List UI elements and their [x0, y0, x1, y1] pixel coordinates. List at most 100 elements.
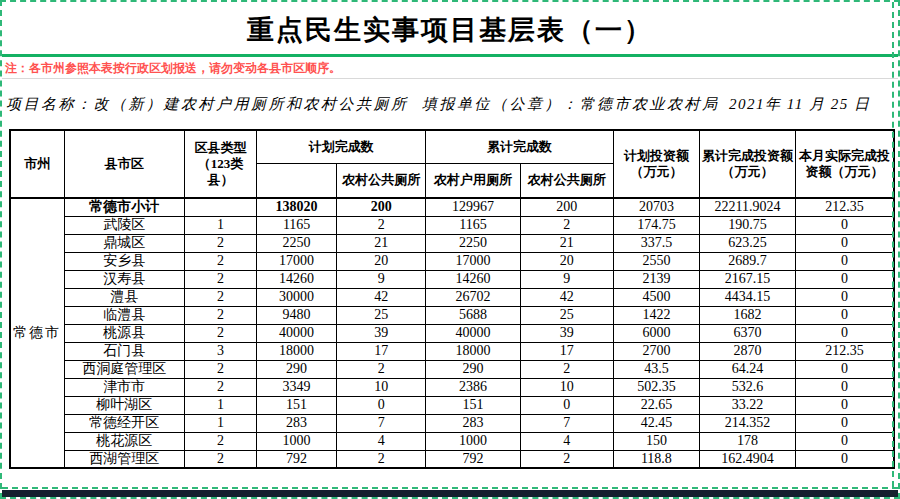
- data-cell[interactable]: 1165: [257, 216, 337, 234]
- data-cell[interactable]: 2250: [426, 234, 520, 252]
- data-cell[interactable]: 190.75: [699, 216, 795, 234]
- data-cell[interactable]: 2: [520, 360, 613, 378]
- data-cell[interactable]: 1682: [699, 306, 795, 324]
- data-cell[interactable]: 10: [337, 378, 426, 396]
- data-cell[interactable]: 283: [257, 414, 337, 432]
- data-cell[interactable]: 14260: [257, 270, 337, 288]
- data-cell[interactable]: 39: [337, 324, 426, 342]
- data-cell[interactable]: 21: [520, 234, 613, 252]
- data-cell[interactable]: 64.24: [699, 360, 795, 378]
- data-cell[interactable]: 178: [699, 432, 795, 450]
- county-type-cell[interactable]: 2: [184, 324, 256, 342]
- data-cell[interactable]: 0: [796, 270, 894, 288]
- data-cell[interactable]: 283: [426, 414, 520, 432]
- data-cell[interactable]: 6000: [613, 324, 699, 342]
- county-type-cell[interactable]: 2: [184, 252, 256, 270]
- data-cell[interactable]: 2: [337, 216, 426, 234]
- header-cumulative-public-toilet[interactable]: 农村公共厕所: [520, 163, 613, 198]
- data-cell[interactable]: 2: [337, 360, 426, 378]
- data-cell[interactable]: 2550: [613, 252, 699, 270]
- data-cell[interactable]: 0: [796, 252, 894, 270]
- header-cumulative-group[interactable]: 累计完成数: [426, 130, 613, 163]
- data-cell[interactable]: 129967: [426, 198, 520, 216]
- data-cell[interactable]: 2167.15: [699, 270, 795, 288]
- county-cell[interactable]: 临澧县: [64, 306, 184, 324]
- data-cell[interactable]: 40000: [257, 324, 337, 342]
- county-type-cell[interactable]: 2: [184, 450, 256, 468]
- data-cell[interactable]: 200: [520, 198, 613, 216]
- data-cell[interactable]: 2250: [257, 234, 337, 252]
- data-cell[interactable]: 20: [520, 252, 613, 270]
- county-cell[interactable]: 常德市小计: [64, 198, 184, 216]
- data-cell[interactable]: 20703: [613, 198, 699, 216]
- data-cell[interactable]: 214.352: [699, 414, 795, 432]
- data-cell[interactable]: 200: [337, 198, 426, 216]
- data-cell[interactable]: 7: [520, 414, 613, 432]
- header-cumulative-household-toilet[interactable]: 农村户用厕所: [426, 163, 520, 198]
- data-cell[interactable]: 1000: [257, 432, 337, 450]
- county-cell[interactable]: 常德经开区: [64, 414, 184, 432]
- county-cell[interactable]: 鼎城区: [64, 234, 184, 252]
- county-type-cell[interactable]: [184, 198, 256, 216]
- county-cell[interactable]: 西洞庭管理区: [64, 360, 184, 378]
- data-cell[interactable]: 1165: [426, 216, 520, 234]
- data-cell[interactable]: 42.45: [613, 414, 699, 432]
- data-cell[interactable]: 174.75: [613, 216, 699, 234]
- city-merged-cell[interactable]: 常德市: [10, 198, 64, 468]
- data-cell[interactable]: 0: [796, 324, 894, 342]
- data-cell[interactable]: 0: [520, 396, 613, 414]
- data-cell[interactable]: 4500: [613, 288, 699, 306]
- county-cell[interactable]: 武陵区: [64, 216, 184, 234]
- county-type-cell[interactable]: 1: [184, 396, 256, 414]
- county-type-cell[interactable]: 2: [184, 378, 256, 396]
- data-cell[interactable]: 9: [520, 270, 613, 288]
- data-cell[interactable]: 0: [796, 450, 894, 468]
- data-cell[interactable]: 162.4904: [699, 450, 795, 468]
- county-type-cell[interactable]: 2: [184, 306, 256, 324]
- data-cell[interactable]: 43.5: [613, 360, 699, 378]
- data-cell[interactable]: 4434.15: [699, 288, 795, 306]
- data-cell[interactable]: 9480: [257, 306, 337, 324]
- data-cell[interactable]: 10: [520, 378, 613, 396]
- data-cell[interactable]: 4: [337, 432, 426, 450]
- data-cell[interactable]: 18000: [426, 342, 520, 360]
- header-city[interactable]: 市州: [10, 130, 64, 198]
- county-cell[interactable]: 津市市: [64, 378, 184, 396]
- data-cell[interactable]: 1000: [426, 432, 520, 450]
- data-cell[interactable]: 792: [426, 450, 520, 468]
- data-cell[interactable]: 337.5: [613, 234, 699, 252]
- county-cell[interactable]: 汉寿县: [64, 270, 184, 288]
- data-cell[interactable]: 0: [337, 396, 426, 414]
- data-cell[interactable]: 138020: [257, 198, 337, 216]
- county-type-cell[interactable]: 1: [184, 216, 256, 234]
- data-cell[interactable]: 0: [796, 360, 894, 378]
- county-type-cell[interactable]: 3: [184, 342, 256, 360]
- data-cell[interactable]: 532.6: [699, 378, 795, 396]
- data-cell[interactable]: 118.8: [613, 450, 699, 468]
- header-planned-investment[interactable]: 计划投资额（万元）: [613, 130, 699, 198]
- county-cell[interactable]: 桃花源区: [64, 432, 184, 450]
- data-cell[interactable]: 150: [613, 432, 699, 450]
- county-cell[interactable]: 澧县: [64, 288, 184, 306]
- data-cell[interactable]: 14260: [426, 270, 520, 288]
- data-cell[interactable]: 0: [796, 432, 894, 450]
- data-cell[interactable]: 42: [520, 288, 613, 306]
- data-cell[interactable]: 25: [337, 306, 426, 324]
- county-type-cell[interactable]: 2: [184, 432, 256, 450]
- data-cell[interactable]: 5688: [426, 306, 520, 324]
- data-cell[interactable]: 39: [520, 324, 613, 342]
- data-cell[interactable]: 2139: [613, 270, 699, 288]
- data-cell[interactable]: 17: [337, 342, 426, 360]
- data-cell[interactable]: 623.25: [699, 234, 795, 252]
- county-cell[interactable]: 安乡县: [64, 252, 184, 270]
- data-cell[interactable]: 2689.7: [699, 252, 795, 270]
- header-cumulative-investment[interactable]: 累计完成投资额（万元）: [699, 130, 795, 198]
- header-county-type[interactable]: 区县类型（123类县）: [184, 130, 256, 198]
- county-cell[interactable]: 桃源县: [64, 324, 184, 342]
- data-cell[interactable]: 18000: [257, 342, 337, 360]
- data-cell[interactable]: 2700: [613, 342, 699, 360]
- county-cell[interactable]: 西湖管理区: [64, 450, 184, 468]
- data-cell[interactable]: 0: [796, 378, 894, 396]
- data-cell[interactable]: 26702: [426, 288, 520, 306]
- data-cell[interactable]: 2: [520, 450, 613, 468]
